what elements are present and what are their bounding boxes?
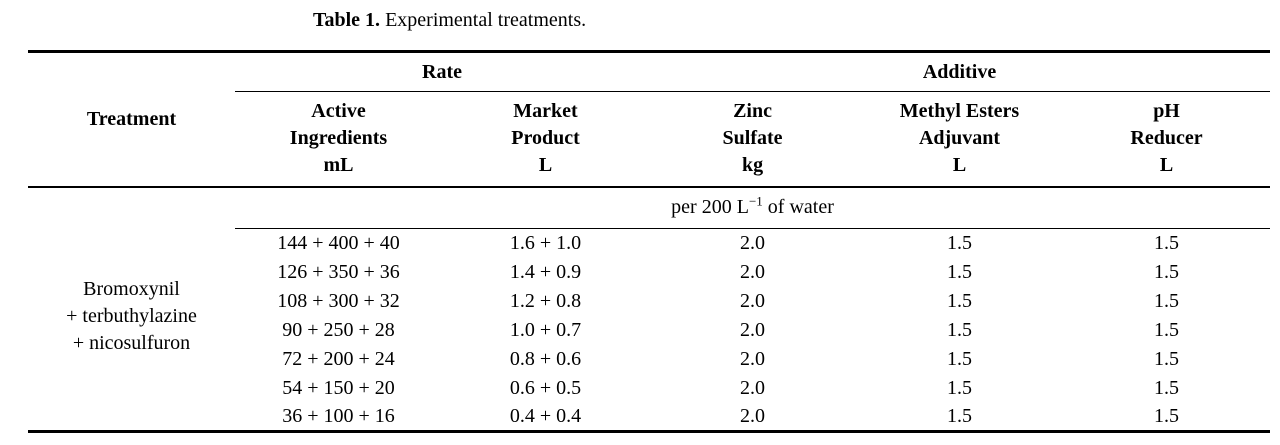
unit-superscript: −1: [748, 193, 763, 209]
zinc-sulfate-value: 2.0: [740, 260, 766, 283]
methyl-esters-value: 1.5: [947, 318, 973, 341]
table-row: 108 + 300 + 32 1.2 + 0.8 2.0 1.5 1.5: [28, 287, 1270, 316]
header-line: Market: [513, 100, 578, 123]
table-caption-label: Table 1.: [313, 9, 381, 31]
unit-prefix: per 200 L: [671, 196, 749, 219]
treatment-line: + nicosulfuron: [72, 332, 191, 355]
methyl-esters-value: 1.5: [947, 289, 973, 312]
active-ingredients-value: 126 + 350 + 36: [277, 260, 400, 283]
methyl-esters-value: 1.5: [947, 376, 973, 399]
market-product-header: Market Product L: [442, 91, 650, 188]
ph-reducer-value: 1.5: [1154, 404, 1180, 427]
per-water-unit-cell: per 200 L−1 of water: [235, 186, 1271, 229]
market-product-value: 0.8 + 0.6: [509, 347, 582, 370]
methyl-esters-value: 1.5: [947, 404, 973, 427]
market-product-value: 0.6 + 0.5: [509, 376, 582, 399]
zinc-sulfate-header: Zinc Sulfate kg: [649, 91, 857, 188]
ph-reducer-value: 1.5: [1154, 347, 1180, 370]
table-row: 54 + 150 + 20 0.6 + 0.5 2.0 1.5 1.5: [28, 374, 1270, 403]
ph-reducer-value: 1.5: [1154, 289, 1180, 312]
unit-row: Bromoxynil + terbuthylazine + nicosulfur…: [28, 186, 1271, 354]
active-ingredients-value: 108 + 300 + 32: [277, 289, 400, 312]
unit-suffix: of water: [762, 196, 834, 219]
methyl-esters-value: 1.5: [947, 231, 973, 254]
experimental-treatments-table: Treatment Rate Additive Active Ingredien…: [28, 50, 1271, 433]
treatment-column-header: Treatment: [28, 51, 235, 188]
treatment-line: Bromoxynil: [83, 278, 180, 301]
methyl-esters-adjuvant-header: Methyl Esters Adjuvant L: [856, 91, 1064, 188]
ph-reducer-value: 1.5: [1154, 260, 1180, 283]
header-line: Reducer: [1130, 127, 1203, 150]
header-line: Zinc: [733, 100, 772, 123]
ph-reducer-value: 1.5: [1154, 318, 1180, 341]
zinc-sulfate-value: 2.0: [740, 231, 766, 254]
header-line: Methyl Esters: [899, 100, 1020, 123]
header-unit: mL: [323, 154, 354, 177]
market-product-value: 1.6 + 1.0: [509, 231, 582, 254]
header-unit: L: [1159, 154, 1174, 177]
table-caption-text: Experimental treatments.: [385, 9, 587, 31]
table-row: 36 + 100 + 16 0.4 + 0.4 2.0 1.5 1.5: [28, 403, 1270, 432]
header-line: pH: [1153, 100, 1180, 123]
market-product-value: 1.4 + 0.9: [509, 260, 582, 283]
zinc-sulfate-value: 2.0: [740, 404, 766, 427]
zinc-sulfate-value: 2.0: [740, 318, 766, 341]
table-row: 72 + 200 + 24 0.8 + 0.6 2.0 1.5 1.5: [28, 345, 1270, 374]
header-line: Adjuvant: [918, 127, 1001, 150]
zinc-sulfate-value: 2.0: [740, 376, 766, 399]
active-ingredients-value: 90 + 250 + 28: [282, 318, 395, 341]
active-ingredients-value: 144 + 400 + 40: [277, 231, 400, 254]
header-unit: kg: [741, 154, 764, 177]
header-line: Active: [311, 100, 366, 123]
additive-group-header: Additive: [649, 51, 1271, 92]
column-header-row: Active Ingredients mL Market Product L Z…: [28, 91, 1271, 188]
treatment-name-cell: Bromoxynil + terbuthylazine + nicosulfur…: [28, 187, 235, 432]
ph-reducer-header: pH Reducer L: [1063, 91, 1271, 188]
ph-reducer-value: 1.5: [1154, 231, 1180, 254]
methyl-esters-value: 1.5: [947, 260, 973, 283]
header-line: Sulfate: [722, 127, 783, 150]
active-ingredients-value: 72 + 200 + 24: [282, 347, 395, 370]
zinc-sulfate-value: 2.0: [740, 289, 766, 312]
methyl-esters-value: 1.5: [947, 347, 973, 370]
header-unit: L: [952, 154, 967, 177]
table-caption: Table 1. Experimental treatments.: [313, 8, 586, 32]
header-unit: L: [538, 154, 553, 177]
table-row: 90 + 250 + 28 1.0 + 0.7 2.0 1.5 1.5: [28, 316, 1270, 345]
active-ingredients-value: 54 + 150 + 20: [282, 376, 395, 399]
active-ingredients-value: 36 + 100 + 16: [282, 404, 395, 427]
table-row: 144 + 400 + 40 1.6 + 1.0 2.0 1.5 1.5: [28, 229, 1270, 258]
market-product-value: 0.4 + 0.4: [509, 404, 582, 427]
group-header-row: Treatment Rate Additive: [28, 51, 1271, 188]
treatment-line: + terbuthylazine: [66, 305, 197, 328]
zinc-sulfate-value: 2.0: [740, 347, 766, 370]
table-row: 126 + 350 + 36 1.4 + 0.9 2.0 1.5 1.5: [28, 258, 1270, 287]
market-product-value: 1.0 + 0.7: [509, 318, 582, 341]
active-ingredients-header: Active Ingredients mL: [235, 91, 442, 188]
header-line: Product: [511, 127, 580, 150]
market-product-value: 1.2 + 0.8: [509, 289, 582, 312]
rate-group-header: Rate: [235, 51, 650, 92]
header-line: Ingredients: [289, 127, 388, 150]
ph-reducer-value: 1.5: [1154, 376, 1180, 399]
